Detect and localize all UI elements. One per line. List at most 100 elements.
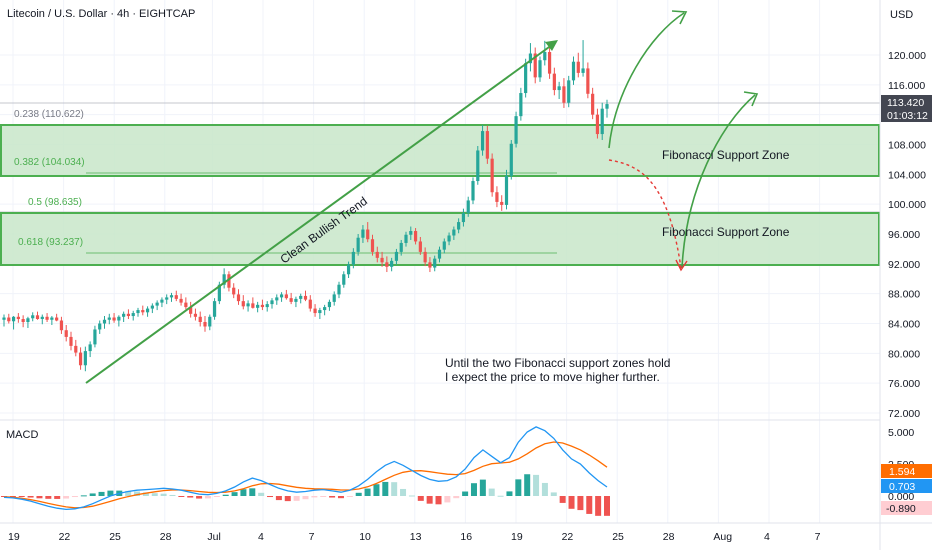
candle-body: [270, 300, 274, 305]
macd-histogram-bar: [134, 491, 141, 496]
candle-body: [69, 336, 73, 346]
zone-upper-label: Fibonacci Support Zone: [662, 148, 790, 162]
macd-histogram-bar: [568, 496, 575, 509]
macd-histogram-bar: [550, 492, 557, 496]
macd-histogram-bar: [18, 496, 25, 497]
macd-histogram-bar: [187, 496, 194, 498]
candle-body: [64, 330, 68, 337]
macd-histogram-bar: [462, 491, 469, 496]
candle-body: [251, 303, 255, 308]
macd-histogram-bar: [71, 496, 78, 498]
macd-histogram-bar: [497, 495, 504, 497]
candle-body: [562, 86, 566, 103]
fibonacci-zone-upper[interactable]: [0, 124, 880, 177]
candle-body: [471, 181, 475, 201]
candle-body: [169, 295, 174, 298]
projection-arrow-retest[interactable]: [681, 94, 756, 269]
candle-body: [107, 317, 111, 320]
candle-body: [423, 251, 427, 263]
zone-lower-label: Fibonacci Support Zone: [662, 225, 790, 239]
macd-histogram-bar: [346, 496, 353, 497]
arrowhead-drop: [675, 259, 688, 272]
candle-body: [184, 302, 188, 308]
candle-body: [50, 317, 54, 320]
candle-body: [500, 201, 504, 205]
note-line-1: Until the two Fibonacci support zones ho…: [445, 356, 670, 370]
price-tick-label: 76.000: [888, 378, 920, 390]
candle-body: [366, 229, 370, 240]
macd-indicator-label[interactable]: MACD: [6, 429, 39, 441]
bar-countdown: 01:03:12: [887, 110, 928, 122]
candle-body: [571, 61, 576, 81]
candle-body: [189, 307, 193, 314]
candle-body: [294, 298, 298, 302]
projection-arrow-high[interactable]: [608, 12, 685, 149]
time-tick-label: 25: [612, 531, 624, 543]
macd-histogram-bar: [595, 496, 602, 516]
macd-histogram-bar: [80, 495, 87, 497]
candle-body: [385, 262, 389, 267]
candle-body: [543, 52, 547, 61]
symbol-title[interactable]: Litecoin / U.S. Dollar · 4h · EIGHTCAP: [7, 8, 196, 20]
price-tick-label: 84.000: [888, 319, 920, 331]
macd-histogram-bar: [488, 488, 495, 496]
macd-histogram-bar: [577, 496, 584, 511]
candle-body: [394, 251, 399, 261]
time-tick-label: 25: [109, 531, 121, 543]
macd-histogram-bar: [311, 496, 318, 498]
candle-body: [2, 317, 6, 320]
candle-body: [433, 258, 437, 268]
candle-body: [141, 310, 145, 313]
bullish-trendline[interactable]: [85, 41, 557, 384]
candle-body: [447, 235, 451, 242]
candle-body: [490, 158, 494, 193]
candle-body: [279, 294, 284, 298]
candle-body: [21, 319, 25, 323]
time-tick-label: 28: [663, 531, 675, 543]
candle-body: [600, 108, 604, 135]
macd-histogram-bar: [222, 494, 229, 496]
candle-body: [461, 213, 466, 223]
price-axis[interactable]: 120.000116.000112.000108.000104.000100.0…: [888, 50, 926, 420]
macd-histogram-bar: [329, 496, 336, 498]
candle-body: [442, 241, 446, 250]
macd-histogram-bar: [89, 493, 96, 496]
candle-body: [227, 274, 231, 288]
projection-drop-dotted[interactable]: [608, 159, 682, 269]
currency-label[interactable]: USD: [890, 9, 914, 21]
macd-signal-line: [3, 441, 608, 509]
macd-histogram-bar: [258, 492, 265, 496]
candle-body: [150, 305, 154, 309]
candle-body: [222, 274, 226, 285]
candle-body: [136, 310, 140, 314]
time-axis[interactable]: 19 22 25 28 Jul 4 7 10 13 16 19 22 25 28 Aug 4 7: [8, 531, 821, 543]
candle-body: [547, 52, 552, 74]
candle-body: [265, 304, 269, 308]
macd-hist-value: -0.890: [886, 503, 916, 515]
candle-body: [78, 352, 83, 366]
macd-histogram-bar: [515, 479, 522, 496]
price-tick-label: 92.000: [888, 259, 920, 271]
price-tick-label: 104.000: [888, 169, 926, 181]
candle-body: [131, 313, 135, 317]
candle-body: [404, 234, 408, 243]
macd-histogram-bar: [36, 496, 43, 499]
macd-histogram-bar: [559, 496, 566, 503]
price-tick-label: 120.000: [888, 50, 926, 62]
candle-body: [88, 344, 92, 352]
macd-histogram-bar: [284, 496, 291, 502]
macd-histogram-bar: [533, 474, 540, 496]
macd-histogram-bar: [302, 496, 309, 500]
candle-body: [595, 114, 600, 135]
macd-histogram-bar: [506, 491, 513, 496]
candle-body: [390, 260, 394, 267]
candle-body: [122, 313, 126, 317]
candle-body: [576, 61, 580, 73]
candle-body: [45, 316, 49, 320]
time-tick-label: 4: [258, 531, 264, 543]
candle-body: [457, 222, 461, 230]
fib-label-0.5: 0.5 (98.635): [28, 197, 82, 208]
time-tick-label: 22: [59, 531, 71, 543]
candle-body: [586, 68, 590, 94]
